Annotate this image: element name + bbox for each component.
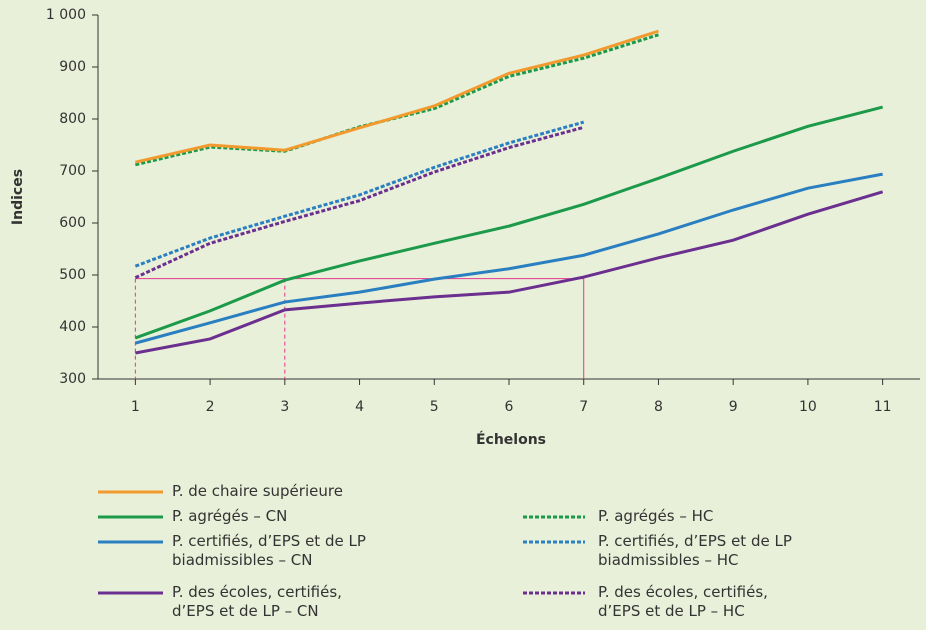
series-line — [134, 125, 585, 279]
y-tick-label: 800 — [59, 111, 86, 127]
x-tick-label: 11 — [874, 399, 892, 415]
legend-label: P. agrégés – HC — [598, 507, 714, 525]
x-tick-label: 4 — [355, 399, 364, 415]
x-tick-label: 1 — [131, 399, 140, 415]
x-tick-label: 2 — [206, 399, 215, 415]
x-tick-label: 3 — [280, 399, 289, 415]
x-tick-label: 9 — [729, 399, 738, 415]
series-line — [134, 120, 585, 268]
y-tick-label: 600 — [59, 215, 86, 231]
series-line — [134, 172, 883, 345]
legend-label: P. certifiés, d’EPS et de LP biadmissibl… — [598, 532, 792, 569]
y-tick-label: 500 — [59, 267, 86, 283]
legend-label: P. agrégés – CN — [172, 507, 288, 525]
x-axis-label: Échelons — [476, 431, 546, 448]
x-tick-label: 6 — [505, 399, 514, 415]
x-tick-label: 8 — [654, 399, 663, 415]
y-tick-label: 900 — [59, 59, 86, 75]
y-tick-label: 700 — [59, 163, 86, 179]
series-line — [135, 33, 659, 167]
x-tick-label: 10 — [799, 399, 817, 415]
series-line — [135, 29, 659, 164]
x-tick-label: 7 — [579, 399, 588, 415]
legend-label: P. des écoles, certifiés, d’EPS et de LP… — [172, 583, 342, 620]
legend-label: P. des écoles, certifiés, d’EPS et de LP… — [598, 583, 768, 620]
legend-label: P. certifiés, d’EPS et de LP biadmissibl… — [172, 532, 366, 569]
y-axis-label: Indices — [10, 169, 26, 225]
legend-label: P. de chaire supérieure — [172, 482, 343, 500]
y-tick-label: 1 000 — [46, 7, 86, 23]
series-line — [135, 190, 884, 355]
x-tick-label: 5 — [430, 399, 439, 415]
y-tick-label: 300 — [59, 371, 86, 387]
y-tick-label: 400 — [59, 319, 86, 335]
series-line — [134, 105, 884, 340]
